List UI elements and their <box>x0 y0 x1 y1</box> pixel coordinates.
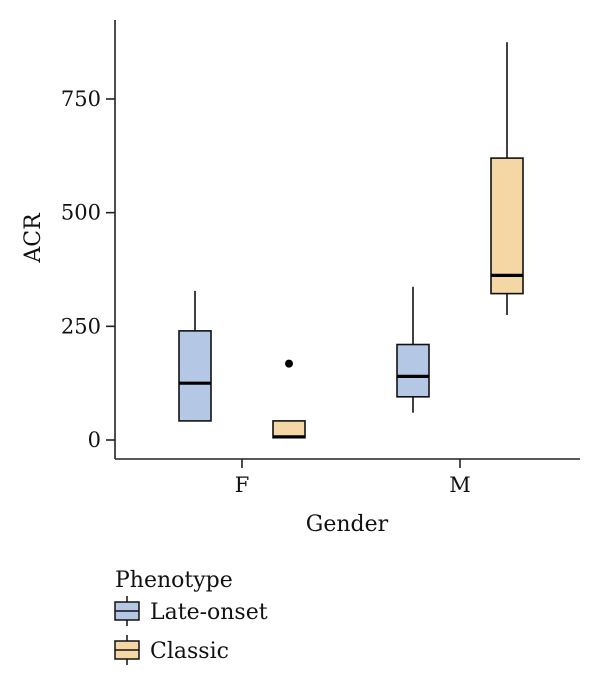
x-tick-label: M <box>449 473 471 497</box>
box-body <box>396 343 430 398</box>
x-axis-title: Gender <box>306 512 389 537</box>
legend: Phenotype Late-onset Classic <box>114 568 268 665</box>
box-body <box>272 420 306 439</box>
legend-label: Classic <box>150 639 229 664</box>
y-tick-label: 250 <box>61 314 101 338</box>
box-classic-f <box>272 359 306 439</box>
y-tick-label: 0 <box>88 428 101 452</box>
outlier-point <box>285 359 293 368</box>
y-tick-label: 750 <box>61 87 101 111</box>
box-body <box>490 157 524 295</box>
legend-label: Late-onset <box>150 600 268 625</box>
y-tick-label: 500 <box>61 201 101 225</box>
legend-item: Classic <box>114 635 229 665</box>
y-axis-title: ACR <box>21 212 46 264</box>
y-ticks: 0 250 500 750 <box>61 87 115 452</box>
plot-area <box>178 42 524 439</box>
box-late-onset-m <box>396 286 430 413</box>
box-body <box>178 330 212 422</box>
box-classic-m <box>490 42 524 315</box>
x-tick-label: F <box>235 473 250 497</box>
legend-title: Phenotype <box>115 568 233 593</box>
box-late-onset-f <box>178 290 212 422</box>
legend-item: Late-onset <box>114 596 268 626</box>
